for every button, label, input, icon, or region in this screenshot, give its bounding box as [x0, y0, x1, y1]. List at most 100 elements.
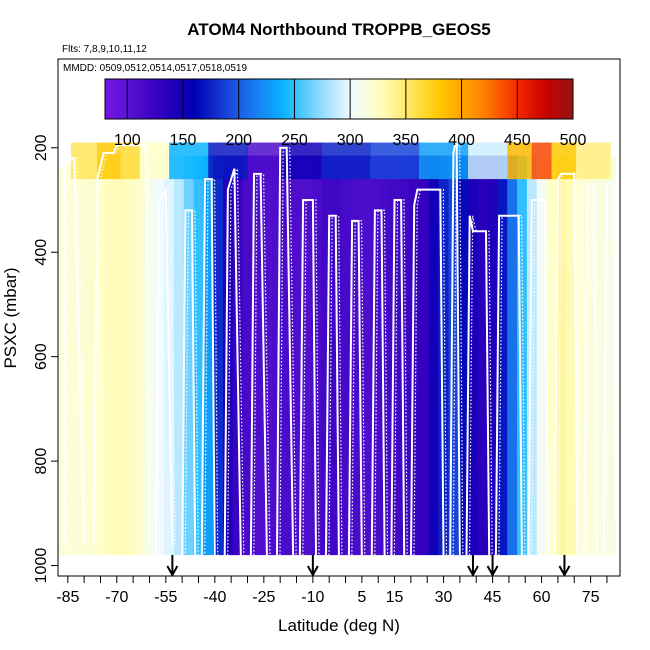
heat-cell — [566, 155, 577, 556]
tropopause-line — [494, 214, 523, 566]
upper-band-cell — [468, 142, 508, 180]
heat-cell — [507, 155, 518, 556]
flight-arrow-head — [306, 565, 319, 578]
tropopause-dotted-line — [393, 199, 408, 566]
tropopause-line — [347, 219, 363, 566]
flight-arrow-head — [486, 565, 499, 578]
heat-cell — [321, 155, 332, 556]
x-tick-label: -55 — [154, 589, 177, 606]
tropopause-dotted-line — [204, 178, 219, 561]
colorbar-tick-label: 450 — [504, 132, 531, 149]
tropopause-dotted-line — [606, 183, 620, 566]
heat-cell — [124, 155, 136, 556]
heat-cell — [438, 155, 450, 556]
colorbar-tick-label: 200 — [225, 132, 252, 149]
upper-band-cell — [247, 142, 283, 180]
heat-cell — [605, 155, 616, 556]
colorbar-tick-label: 350 — [393, 132, 420, 149]
tropopause-line — [390, 199, 406, 566]
tropopause-line — [370, 209, 386, 566]
colorbar-tick-label: 100 — [114, 132, 141, 149]
heat-cell — [301, 155, 312, 556]
tropopause-lines — [63, 137, 620, 566]
chart-title: ATOM4 Northbound TROPPB_GEOS5 — [187, 20, 491, 39]
upper-band-cell — [321, 142, 371, 180]
heat-cell — [379, 155, 391, 556]
plot-frame — [57, 58, 621, 577]
heat-cell — [242, 155, 254, 556]
tropopause-dotted-line — [66, 157, 88, 545]
heat-cell — [399, 155, 410, 556]
y-tick-label: 800 — [33, 448, 50, 475]
tropopause-dotted-line — [158, 187, 176, 556]
heat-cell — [311, 155, 322, 556]
x-tick-label: -10 — [301, 589, 324, 606]
y-axis-label: PSXC (mbar) — [1, 267, 20, 368]
heat-cell — [154, 155, 165, 556]
heat-cell — [340, 155, 352, 556]
heat-cell — [66, 163, 77, 556]
tropopause-dotted-line — [227, 168, 245, 566]
heat-cell — [281, 155, 293, 556]
upper-band-cell — [531, 142, 552, 180]
x-tick-label: 15 — [386, 589, 404, 606]
colorbar-tick-label: 250 — [281, 132, 308, 149]
heat-cell — [370, 155, 381, 556]
heat-cell — [105, 155, 116, 556]
tropopause-line — [449, 137, 461, 566]
upper-band-cell — [507, 142, 533, 180]
x-tick-label: -25 — [252, 589, 275, 606]
colorbar-tick-label: 500 — [560, 132, 587, 149]
heat-cell — [223, 155, 234, 556]
heat-cell — [585, 155, 597, 556]
heat-cell — [595, 155, 606, 556]
tropopause-dotted-line — [452, 137, 464, 566]
heat-cell — [85, 158, 97, 556]
heat-cell — [448, 155, 459, 556]
tropopause-dotted-line — [530, 199, 552, 566]
tropopause-dotted-line — [468, 215, 493, 566]
heat-cell — [409, 155, 420, 556]
flight-arrow-head — [558, 565, 571, 578]
flight-arrows — [166, 555, 571, 578]
flights-subtitle: Flts: 7,8,9,10,11,12 — [62, 44, 147, 55]
heat-cell — [556, 155, 567, 556]
heat-cell — [458, 155, 469, 556]
heat-cell — [517, 155, 528, 556]
x-axis-label: Latitude (deg N) — [278, 616, 400, 635]
heat-cell — [272, 155, 283, 556]
heat-cell — [262, 155, 273, 556]
dates-subtitle: MMDD: 0509,0512,0514,0517,0518,0519 — [63, 63, 247, 74]
heat-cell — [203, 155, 214, 556]
x-tick-label: 60 — [533, 589, 551, 606]
heat-cell — [477, 155, 489, 556]
tropopause-line — [409, 188, 445, 566]
tropopause-dotted-line — [302, 199, 320, 566]
tropopause-line — [465, 215, 491, 566]
x-tick-label: -70 — [105, 589, 128, 606]
tropopause-line — [527, 199, 550, 566]
heat-cell — [144, 155, 155, 556]
heat-cell — [173, 155, 185, 556]
tropopause-line — [223, 168, 242, 566]
heat-cell — [350, 155, 361, 556]
upper-band-cell — [169, 142, 209, 180]
upper-band-cell — [120, 142, 141, 180]
heat-cell — [536, 155, 548, 556]
upper-band-cell — [281, 142, 322, 180]
heat-cell — [360, 155, 371, 556]
tropopause-line — [155, 186, 174, 556]
y-tick-label: 1000 — [33, 548, 50, 584]
heat-cell — [419, 155, 430, 556]
heat-cell — [468, 155, 479, 556]
y-tick-label: 600 — [33, 343, 50, 370]
upper-band-cell — [208, 142, 249, 180]
tropopause-dotted-line — [279, 147, 297, 566]
heat-cell — [291, 155, 303, 556]
heat-cell — [575, 155, 587, 556]
colorbar-tick-label: 400 — [448, 132, 475, 149]
x-tick-label: 75 — [582, 589, 600, 606]
heat-cell — [134, 155, 146, 556]
heat-cell — [487, 155, 499, 556]
